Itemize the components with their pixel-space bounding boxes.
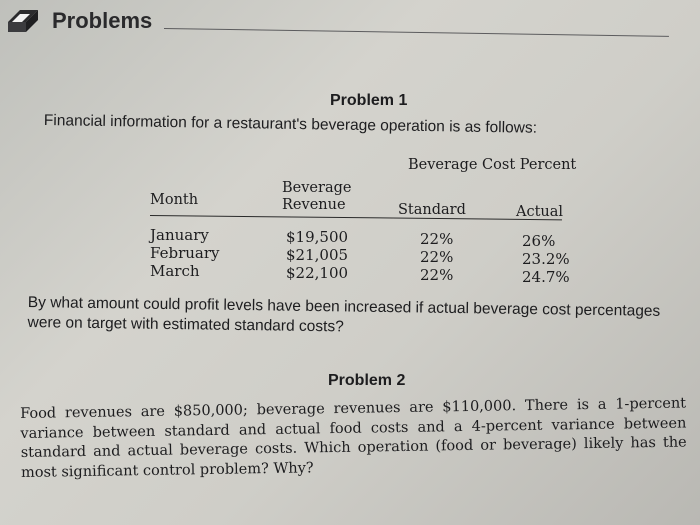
revenue-cell: $19,500 [286,228,349,246]
revenue-cell: $21,005 [286,246,349,264]
month-cell: February [150,244,220,262]
month-header: Month [150,192,199,208]
pencil-icon [8,10,38,32]
revenue-cell: $22,100 [286,264,349,282]
revenue-header-line2: Revenue [282,197,346,213]
beverage-cost-percent-header: Beverage Cost Percent [408,157,577,173]
problem-2-body: Food revenues are $850,000; beverage rev… [20,395,687,481]
actual-header: Actual [516,204,564,220]
revenue-header-line1: Beverage [282,180,352,196]
chapter-title: Problems [52,8,153,33]
revenue-header: Beverage Revenue [282,180,351,214]
header-divider [163,28,669,37]
problem-2-title: Problem 2 [328,372,406,389]
actual-cell: 26% [522,232,556,250]
standard-cell: 22% [420,230,454,248]
standard-cell: 22% [420,248,454,266]
standard-cell: 22% [420,266,454,284]
problem-1-title: Problem 1 [330,92,408,109]
header-rule [149,215,562,221]
standard-header: Standard [398,202,466,218]
actual-cell: 24.7% [522,268,570,286]
chapter-header: Problems [6,6,669,37]
problem-1-question: By what amount could profit levels have … [27,293,661,336]
month-cell: March [150,262,200,280]
problem-1-intro: Financial information for a restaurant's… [43,112,538,137]
actual-cell: 23.2% [522,250,570,268]
month-cell: January [150,226,209,244]
beverage-table: Beverage Cost Percent Month Beverage Rev… [149,154,576,290]
